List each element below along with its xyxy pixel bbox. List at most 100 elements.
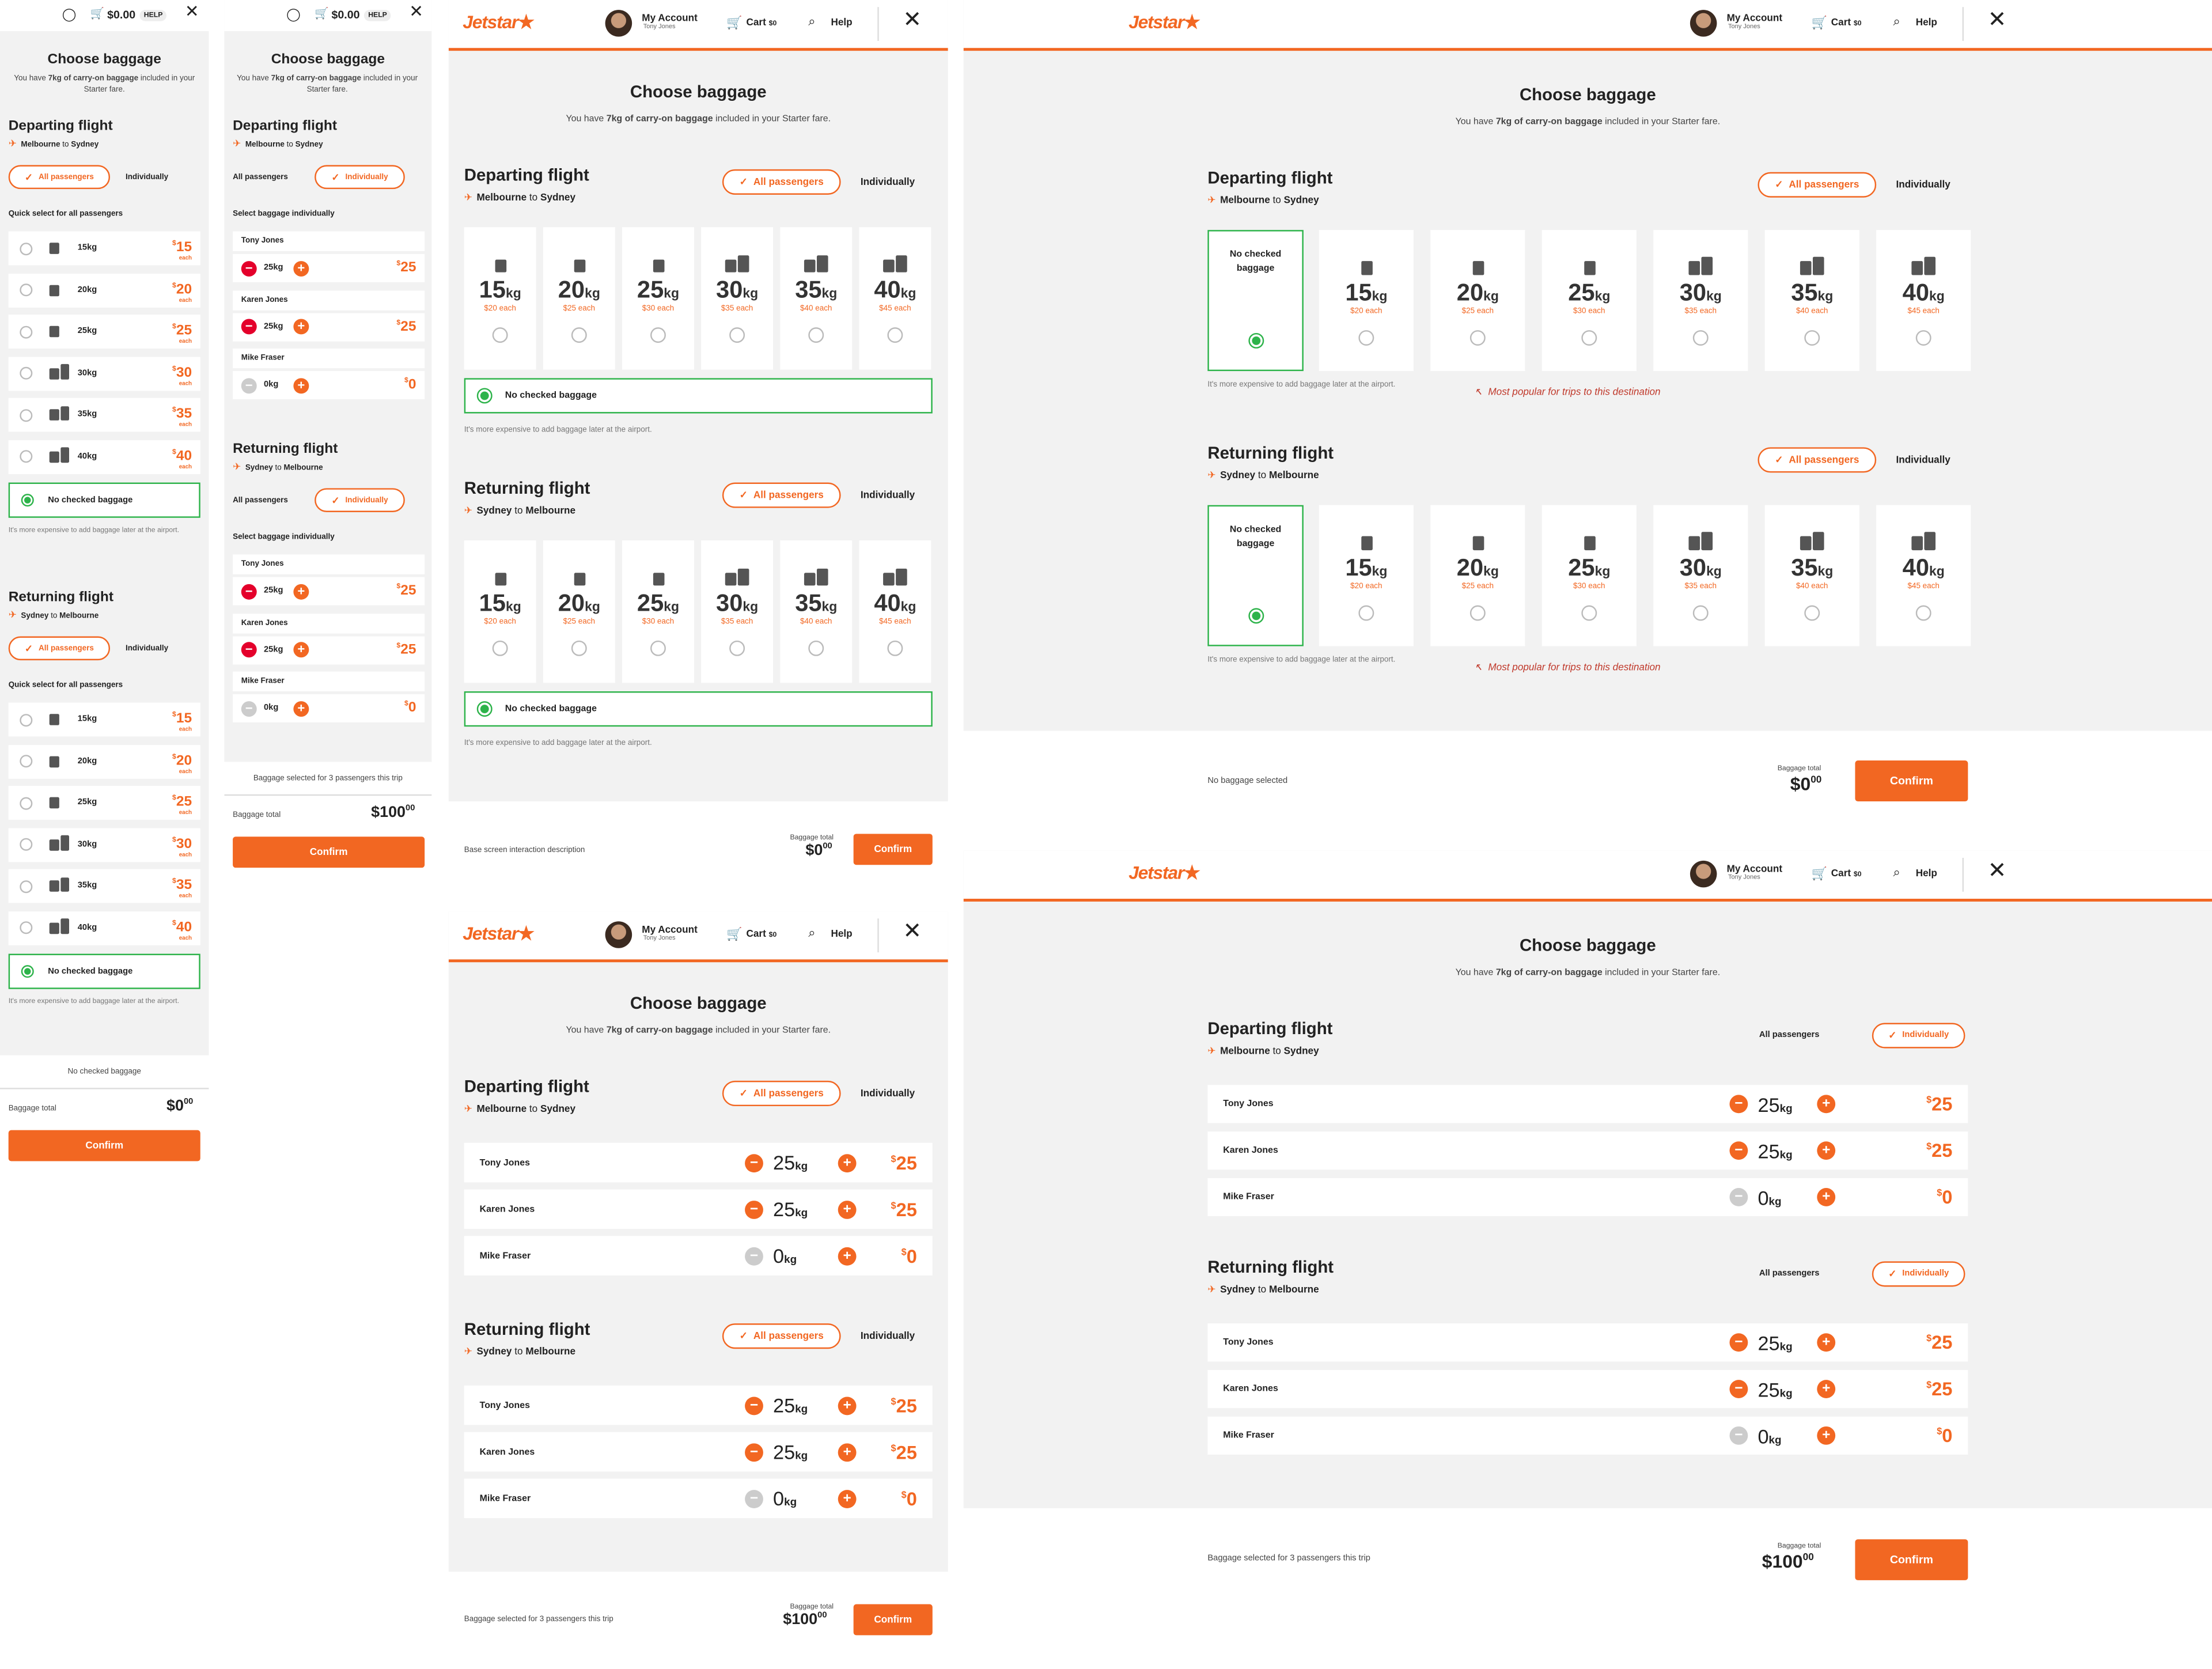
individually-toggle[interactable]: Individually bbox=[860, 1331, 915, 1342]
plus-icon[interactable]: + bbox=[1817, 1188, 1836, 1206]
confirm-button[interactable]: Confirm bbox=[1855, 1539, 1968, 1580]
radio-button[interactable] bbox=[1804, 330, 1820, 346]
baggage-option-card[interactable]: 40kg $45 each bbox=[1876, 505, 1971, 646]
confirm-button[interactable]: Confirm bbox=[233, 837, 425, 868]
plus-icon[interactable]: + bbox=[838, 1396, 857, 1415]
search-icon[interactable]: ⌕ bbox=[808, 925, 816, 940]
jetstar-logo[interactable]: Jetstar★ bbox=[463, 11, 534, 33]
radio-button[interactable] bbox=[1581, 330, 1597, 346]
radio-button[interactable] bbox=[650, 641, 666, 657]
minus-icon[interactable]: − bbox=[1729, 1333, 1748, 1352]
plus-icon[interactable]: + bbox=[838, 1489, 857, 1508]
radio-selected[interactable] bbox=[21, 965, 34, 978]
baggage-option-card[interactable]: 30kg $35 each bbox=[1653, 505, 1748, 646]
avatar[interactable] bbox=[1690, 10, 1717, 37]
radio-selected[interactable] bbox=[476, 701, 493, 717]
close-icon[interactable]: ✕ bbox=[1987, 859, 2007, 884]
search-icon[interactable]: ⌕ bbox=[808, 14, 816, 28]
radio-button[interactable] bbox=[20, 408, 33, 422]
radio-button[interactable] bbox=[20, 325, 33, 338]
baggage-option[interactable]: 25kg $25 each bbox=[8, 315, 200, 349]
baggage-option[interactable]: 35kg $35 each bbox=[8, 869, 200, 903]
individually-toggle[interactable]: Individually bbox=[125, 645, 169, 653]
close-icon[interactable]: ✕ bbox=[184, 1, 199, 21]
individually-toggle[interactable]: ✓ Individually bbox=[1872, 1023, 1965, 1049]
search-icon[interactable]: ⌕ bbox=[1893, 865, 1900, 879]
radio-button[interactable] bbox=[20, 283, 33, 297]
baggage-option-card[interactable]: 25kg $30 each bbox=[622, 227, 694, 370]
baggage-option-card[interactable]: 35kg $40 each bbox=[780, 227, 853, 370]
baggage-option[interactable]: 20kg $20 each bbox=[8, 273, 200, 307]
confirm-button[interactable]: Confirm bbox=[853, 834, 933, 865]
baggage-option-card[interactable]: 35kg $40 each bbox=[1764, 230, 1859, 372]
all-passengers-toggle[interactable]: ✓ All passengers bbox=[722, 1080, 841, 1107]
individually-toggle[interactable]: ✓ Individually bbox=[1872, 1261, 1965, 1287]
help-link[interactable]: Help bbox=[831, 18, 853, 28]
cart-icon[interactable]: 🛒 bbox=[315, 7, 329, 20]
baggage-option-card[interactable]: 15kg $20 each bbox=[464, 540, 536, 683]
radio-button[interactable] bbox=[1915, 330, 1931, 346]
plus-icon[interactable]: + bbox=[1817, 1333, 1836, 1352]
minus-icon[interactable]: − bbox=[745, 1396, 763, 1415]
all-passengers-toggle[interactable]: ✓ All passengers bbox=[8, 165, 111, 190]
individually-toggle[interactable]: Individually bbox=[860, 491, 915, 501]
radio-button[interactable] bbox=[729, 328, 745, 344]
help-link[interactable]: Help bbox=[1915, 18, 1937, 28]
close-icon[interactable]: ✕ bbox=[903, 8, 922, 33]
minus-icon[interactable]: − bbox=[241, 319, 257, 335]
radio-button[interactable] bbox=[1581, 605, 1597, 621]
baggage-option-card[interactable]: 20kg $25 each bbox=[543, 540, 615, 683]
radio-button[interactable] bbox=[1358, 330, 1374, 346]
minus-icon[interactable]: − bbox=[1729, 1095, 1748, 1114]
radio-button[interactable] bbox=[887, 328, 903, 344]
baggage-option-card[interactable]: 35kg $40 each bbox=[1764, 505, 1859, 646]
radio-button[interactable] bbox=[1804, 605, 1820, 621]
all-passengers-toggle[interactable]: ✓ All passengers bbox=[1758, 172, 1877, 198]
radio-button[interactable] bbox=[650, 328, 666, 344]
baggage-option-card[interactable]: 15kg $20 each bbox=[1319, 505, 1414, 646]
baggage-option-card[interactable]: 30kg $35 each bbox=[701, 227, 774, 370]
plus-icon[interactable]: + bbox=[293, 642, 309, 658]
radio-selected[interactable] bbox=[1248, 332, 1264, 348]
baggage-option[interactable]: 30kg $30 each bbox=[8, 827, 200, 862]
cart-icon[interactable]: 🛒 bbox=[1811, 866, 1827, 881]
plus-icon[interactable]: + bbox=[293, 260, 309, 276]
baggage-option[interactable]: 30kg $30 each bbox=[8, 356, 200, 391]
cart-link[interactable]: Cart $0 bbox=[1831, 869, 1862, 879]
all-passengers-toggle[interactable]: All passengers bbox=[1759, 1270, 1820, 1278]
help-link[interactable]: Help bbox=[831, 929, 853, 940]
radio-selected[interactable] bbox=[476, 388, 493, 404]
minus-icon[interactable]: − bbox=[1729, 1141, 1748, 1160]
radio-button[interactable] bbox=[20, 755, 33, 768]
all-passengers-toggle[interactable]: All passengers bbox=[1759, 1031, 1820, 1040]
plus-icon[interactable]: + bbox=[838, 1246, 857, 1265]
baggage-option-card[interactable]: 30kg $35 each bbox=[701, 540, 774, 683]
cart-icon[interactable]: 🛒 bbox=[90, 7, 105, 20]
minus-icon[interactable]: − bbox=[745, 1443, 763, 1461]
avatar[interactable] bbox=[605, 10, 632, 37]
radio-button[interactable] bbox=[20, 921, 33, 934]
individually-toggle[interactable]: Individually bbox=[1896, 180, 1950, 191]
radio-button[interactable] bbox=[729, 641, 745, 657]
baggage-option[interactable]: 40kg $40 each bbox=[8, 910, 200, 945]
radio-button[interactable] bbox=[1915, 605, 1931, 621]
all-passengers-toggle[interactable]: ✓ All passengers bbox=[1758, 447, 1877, 473]
baggage-option-card[interactable]: 20kg $25 each bbox=[1430, 230, 1525, 372]
minus-icon[interactable]: − bbox=[241, 583, 257, 599]
confirm-button[interactable]: Confirm bbox=[1855, 760, 1968, 802]
radio-button[interactable] bbox=[808, 641, 824, 657]
cart-link[interactable]: Cart $0 bbox=[746, 929, 777, 940]
individually-toggle[interactable]: ✓ Individually bbox=[315, 165, 405, 190]
radio-button[interactable] bbox=[571, 328, 587, 344]
plus-icon[interactable]: + bbox=[293, 319, 309, 335]
plus-icon[interactable]: + bbox=[293, 700, 309, 716]
all-passengers-toggle[interactable]: ✓ All passengers bbox=[8, 636, 111, 661]
close-icon[interactable]: ✕ bbox=[409, 1, 423, 21]
radio-button[interactable] bbox=[1692, 605, 1709, 621]
my-account-link[interactable]: My Account Tony Jones bbox=[1726, 14, 1783, 30]
user-icon[interactable]: ◯ bbox=[286, 7, 301, 21]
baggage-option-card[interactable]: 40kg $45 each bbox=[859, 227, 931, 370]
radio-button[interactable] bbox=[20, 879, 33, 892]
radio-button[interactable] bbox=[1469, 330, 1486, 346]
cart-icon[interactable]: 🛒 bbox=[1811, 15, 1827, 30]
